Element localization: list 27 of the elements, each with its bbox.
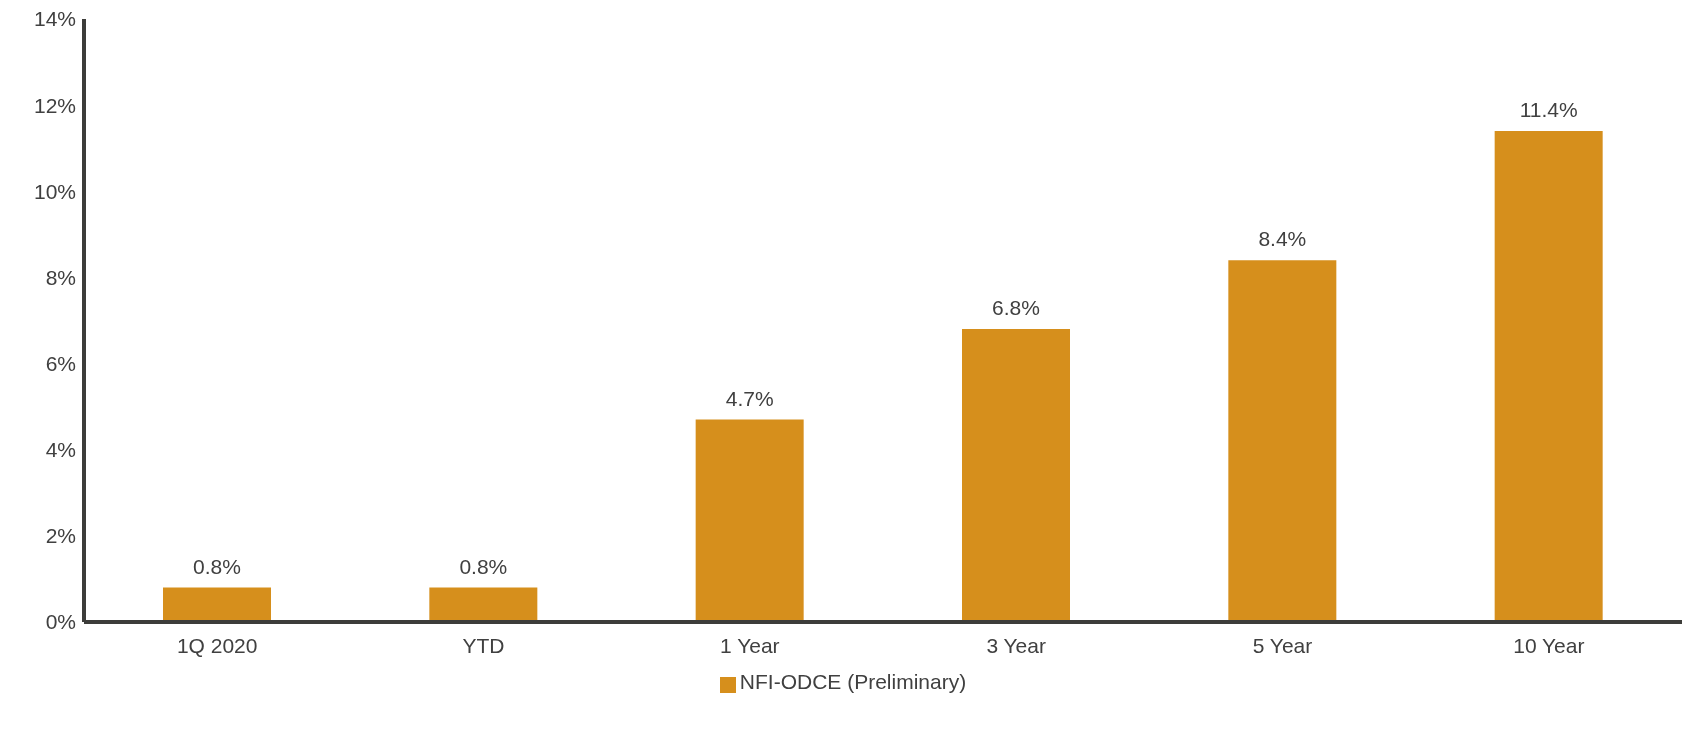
data-label: 8.4%	[1258, 227, 1307, 251]
bar	[429, 587, 538, 622]
x-tick-label: 3 Year	[986, 633, 1046, 657]
y-tick-label: 6%	[45, 352, 76, 376]
bar	[695, 419, 804, 622]
y-tick-label: 0%	[45, 610, 76, 634]
data-label: 0.8%	[459, 554, 508, 578]
y-tick-label: 8%	[45, 265, 76, 289]
x-tick-label: 1Q 2020	[176, 633, 258, 657]
y-tick-label: 2%	[45, 524, 76, 548]
bar	[163, 587, 271, 622]
y-tick-label: 10%	[33, 179, 76, 203]
bar	[962, 329, 1070, 622]
bar	[1494, 130, 1603, 622]
bar	[1228, 260, 1337, 622]
x-tick-label: 5 Year	[1252, 633, 1313, 657]
x-tick-label: 1 Year	[720, 633, 780, 657]
legend-label: NFI-ODCE (Preliminary)	[739, 670, 967, 693]
y-tick-label: 14%	[33, 7, 76, 31]
data-label: 11.4%	[1519, 97, 1578, 121]
data-label: 4.7%	[725, 386, 774, 410]
x-tick-label: YTD	[462, 633, 505, 657]
y-tick-label: 12%	[33, 93, 76, 117]
y-tick-label: 4%	[45, 438, 76, 462]
x-tick-label: 10 Year	[1513, 633, 1585, 657]
data-label: 6.8%	[992, 296, 1040, 320]
data-label: 0.8%	[193, 554, 241, 578]
